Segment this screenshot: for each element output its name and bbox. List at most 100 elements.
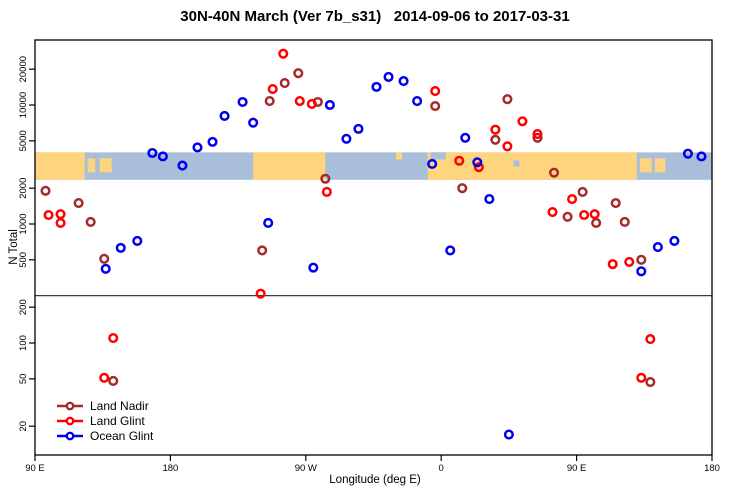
data-point-land-nadir — [40, 185, 51, 196]
x-tick-label: 0 — [439, 463, 444, 474]
legend-circle — [65, 401, 75, 411]
data-point-land-nadir — [548, 167, 560, 178]
y-tick-label: 500 — [18, 252, 29, 268]
legend-label: Land Glint — [90, 414, 145, 428]
page-title: 30N-40N March (Ver 7b_s31) 2014-09-06 to… — [180, 8, 570, 25]
x-axis-title: Longitude (deg E) — [329, 474, 421, 486]
data-point-ocean-glint — [308, 262, 319, 273]
y-axis-title: N Total — [8, 229, 20, 265]
data-point-land-nadir — [645, 376, 656, 388]
data-point-ocean-glint — [445, 245, 456, 256]
data-point-ocean-glint — [472, 157, 483, 168]
data-point-ocean-glint — [398, 75, 409, 87]
y-tick-label: 1000 — [18, 213, 29, 234]
x-tick-label: 180 — [162, 463, 178, 474]
y-tick-label: 2000 — [18, 178, 29, 199]
ocean-glint-marker-icon — [57, 431, 83, 441]
data-point-land-glint — [636, 372, 647, 383]
x-tick-label: 90 E — [25, 463, 45, 474]
data-point-land-glint — [294, 95, 305, 107]
data-point-land-glint — [532, 129, 543, 140]
y-tick-label: 10000 — [18, 92, 29, 118]
legend-label: Land Nadir — [90, 399, 149, 413]
data-point-ocean-glint — [177, 160, 188, 171]
data-point-ocean-glint — [669, 235, 680, 247]
data-point-land-glint — [567, 194, 578, 205]
map-band-island — [639, 158, 652, 173]
data-point-ocean-glint — [460, 132, 471, 143]
data-point-land-nadir — [99, 253, 110, 264]
data-point-ocean-glint — [682, 148, 693, 159]
y-tick-label: 100 — [18, 335, 29, 351]
data-point-land-glint — [454, 155, 465, 166]
data-point-ocean-glint — [192, 142, 203, 153]
data-point-ocean-glint — [427, 158, 438, 169]
data-point-land-glint — [267, 84, 278, 95]
data-point-ocean-glint — [636, 266, 647, 277]
data-point-land-glint — [517, 116, 528, 127]
map-band-land — [35, 152, 85, 180]
data-point-land-nadir — [73, 197, 84, 209]
legend-item-land-glint: Land Glint — [56, 414, 153, 428]
data-point-ocean-glint — [696, 151, 707, 162]
data-point-land-glint — [255, 288, 266, 299]
data-point-land-glint — [43, 209, 54, 221]
map-band-land — [253, 152, 326, 180]
data-point-ocean-glint — [353, 123, 364, 134]
data-point-land-glint — [624, 256, 635, 267]
data-point-land-glint — [430, 85, 441, 97]
plot-frame — [34, 39, 713, 456]
legend-label: Ocean Glint — [90, 429, 154, 443]
data-point-land-nadir — [108, 375, 119, 386]
map-band-island — [87, 158, 96, 173]
data-point-ocean-glint — [248, 117, 259, 128]
data-point-land-nadir — [502, 94, 513, 105]
data-point-land-nadir — [591, 217, 602, 229]
map-band-ocean-notch — [513, 160, 520, 167]
data-point-land-nadir — [577, 186, 588, 197]
data-point-land-nadir — [257, 245, 268, 256]
data-point-land-nadir — [457, 183, 468, 194]
data-point-land-glint — [306, 98, 317, 110]
data-point-land-glint — [99, 372, 110, 383]
data-point-land-glint — [502, 141, 513, 152]
data-point-land-nadir — [532, 132, 543, 143]
data-point-land-nadir — [264, 95, 275, 107]
land-nadir-marker-icon — [57, 401, 83, 411]
legend-item-ocean-glint: Ocean Glint — [56, 429, 153, 443]
data-point-land-glint — [589, 209, 600, 220]
data-point-ocean-glint — [207, 136, 218, 147]
map-band-island — [654, 158, 666, 173]
data-point-ocean-glint — [383, 71, 394, 83]
data-point-ocean-glint — [237, 96, 248, 108]
x-tick-label: 90 W — [295, 463, 317, 474]
data-point-land-nadir — [636, 254, 647, 265]
data-point-ocean-glint — [219, 110, 230, 121]
data-point-land-nadir — [562, 211, 573, 222]
data-point-land-nadir — [279, 77, 290, 89]
data-point-ocean-glint — [115, 242, 126, 253]
map-band-ocean-notch — [430, 152, 446, 160]
data-point-land-glint — [490, 124, 501, 135]
data-point-ocean-glint — [412, 95, 423, 107]
legend-circle — [65, 431, 75, 441]
data-point-land-nadir — [619, 216, 630, 228]
data-point-land-glint — [321, 186, 332, 197]
x-tick-label: 180 — [704, 463, 720, 474]
legend: Land Nadir Land Glint Ocean Glint — [56, 399, 153, 443]
data-point-land-glint — [55, 209, 66, 220]
y-tick-label: 20 — [18, 421, 29, 432]
data-point-land-nadir — [293, 68, 304, 79]
data-point-land-glint — [278, 48, 289, 59]
data-point-ocean-glint — [263, 217, 274, 229]
map-band-island — [99, 158, 112, 173]
data-point-land-glint — [645, 333, 656, 345]
legend-circle — [65, 416, 75, 426]
land-glint-marker-icon — [57, 416, 83, 426]
data-point-ocean-glint — [503, 429, 514, 440]
data-point-ocean-glint — [147, 147, 158, 159]
data-point-land-nadir — [320, 173, 331, 184]
data-point-land-nadir — [610, 197, 621, 209]
